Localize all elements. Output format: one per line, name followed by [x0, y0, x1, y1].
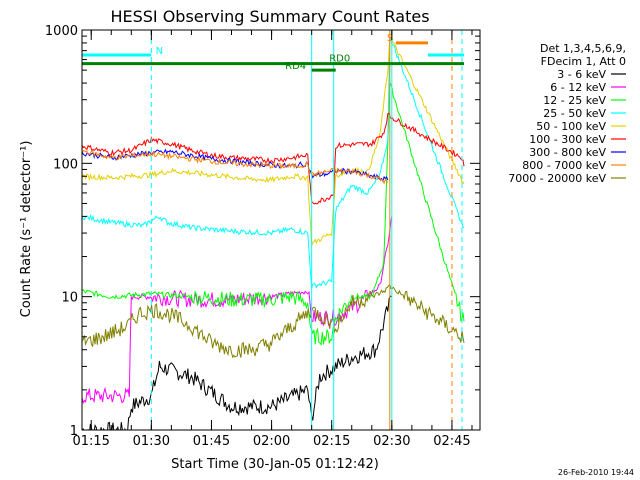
x-axis-label: Start Time (30-Jan-05 01:12:42): [171, 457, 379, 472]
flag-label-1: N: [156, 46, 163, 57]
flag-label-4: RD4: [285, 61, 306, 72]
legend-label-1: 3 - 6 keV: [557, 68, 606, 81]
series-line-7: [82, 148, 389, 183]
footer-timestamp: 26-Feb-2010 19:44: [558, 468, 634, 477]
legend-header-2: FDecim 1, Att 0: [541, 55, 626, 68]
legend: Det 1,3,4,5,6,9,FDecim 1, Att 03 - 6 keV…: [508, 42, 626, 185]
x-tick-label-2: 01:30: [133, 434, 170, 449]
series-line-8: [82, 149, 389, 185]
y-tick-label-4: 1000: [45, 24, 78, 39]
plot-frame: [81, 29, 481, 431]
flag-label-3: RD0: [329, 54, 350, 65]
legend-label-2: 6 - 12 keV: [550, 81, 606, 94]
series-line-9: [82, 284, 465, 359]
y-tick-label-2: 10: [61, 291, 78, 306]
legend-label-9: 7000 - 20000 keV: [508, 172, 606, 185]
legend-label-5: 50 - 100 keV: [536, 120, 606, 133]
legend-header-1: Det 1,3,4,5,6,9,: [540, 42, 626, 55]
y-axis-label: Count Rate (s⁻¹ detector⁻¹): [19, 141, 34, 318]
x-tick-label-4: 02:00: [253, 434, 290, 449]
legend-label-8: 800 - 7000 keV: [522, 159, 606, 172]
legend-label-6: 100 - 300 keV: [529, 133, 606, 146]
x-tick-label-5: 02:15: [313, 434, 350, 449]
series-line-3: [82, 81, 465, 347]
series-line-6: [82, 112, 465, 205]
x-tick-label-7: 02:45: [433, 434, 470, 449]
top-marker-label: S: [387, 33, 393, 44]
x-tick-label-6: 02:30: [373, 434, 410, 449]
plot-area: N RD0 RD4 S 1 10 100 1000 01:15 01:30 01:45 02:00 02…: [45, 24, 481, 449]
legend-label-7: 300 - 800 keV: [529, 146, 606, 159]
series-group: [82, 36, 465, 430]
x-tick-label-1: 01:15: [72, 434, 109, 449]
legend-label-4: 25 - 50 keV: [543, 107, 606, 120]
y-tick-label-3: 100: [53, 157, 78, 172]
legend-label-3: 12 - 25 keV: [543, 94, 606, 107]
series-line-1: [82, 295, 393, 430]
series-line-5: [82, 36, 465, 246]
x-tick-label-3: 01:45: [193, 434, 230, 449]
y-tick-label-1: 1: [70, 424, 78, 439]
chart-title: HESSI Observing Summary Count Rates: [110, 7, 429, 26]
series-line-4: [82, 36, 464, 290]
